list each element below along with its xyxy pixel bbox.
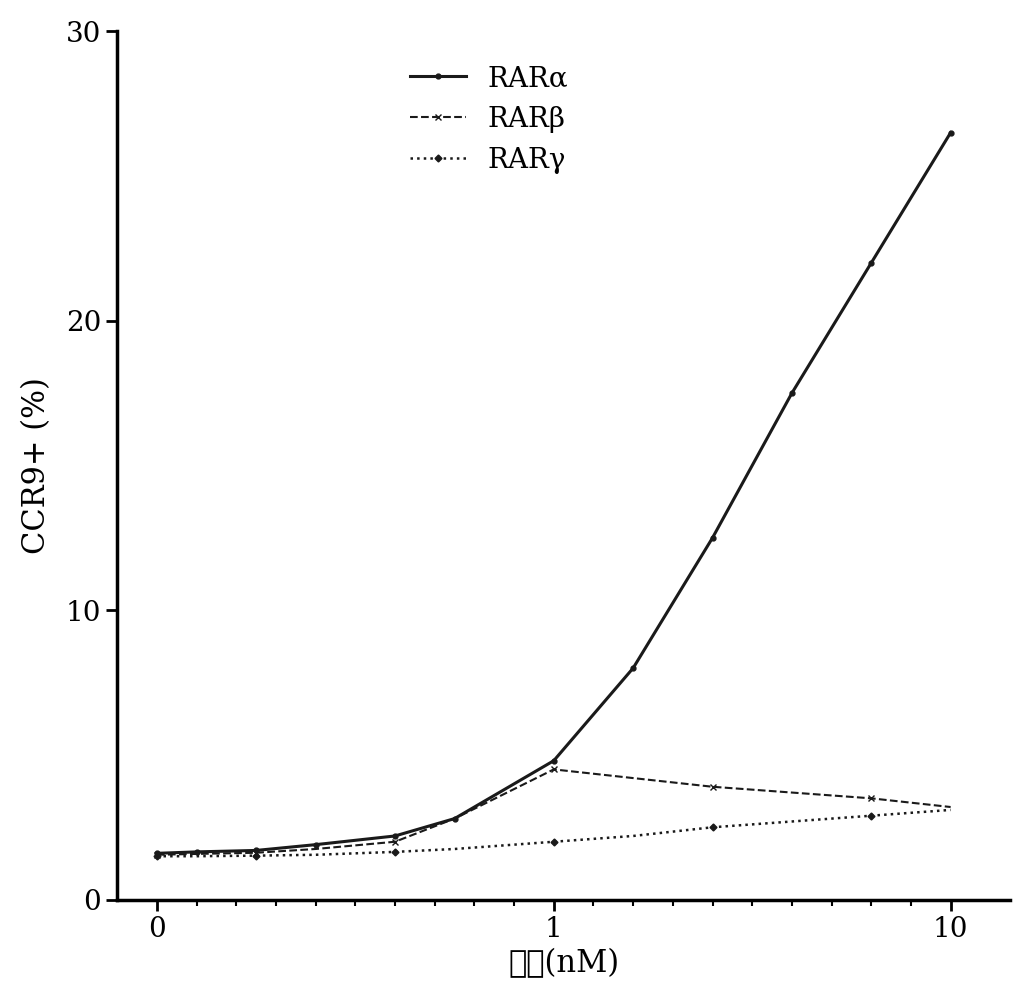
RARγ [250,850,262,862]
RARβ [151,849,163,861]
RARα [151,847,163,859]
RARγ [865,810,877,822]
RARα [627,662,639,674]
RARγ [191,850,203,862]
Y-axis label: CCR9+ (%): CCR9+ (%) [21,377,52,554]
RARγ [786,815,798,827]
Line: RARγ: RARγ [155,807,953,859]
RARβ [944,801,957,813]
RARβ [706,781,719,793]
RARβ [448,813,461,825]
RARγ [944,804,957,816]
RARγ [309,849,322,861]
Line: RARα: RARα [155,130,953,856]
RARα [706,532,719,544]
RARγ [627,830,639,842]
RARα [448,813,461,825]
RARα [944,127,957,139]
RARβ [389,836,401,848]
RARβ [250,847,262,859]
RARα [250,844,262,856]
RARβ [786,787,798,799]
RARβ [309,843,322,855]
RARβ [865,792,877,804]
Legend: RARα, RARβ, RARγ: RARα, RARβ, RARγ [399,54,579,185]
RARβ [627,772,639,784]
RARα [865,257,877,269]
RARα [309,839,322,851]
RARα [786,387,798,399]
RARβ [191,848,203,860]
RARβ [547,763,560,775]
RARγ [547,836,560,848]
RARγ [448,843,461,855]
RARα [389,830,401,842]
Line: RARβ: RARβ [154,767,954,858]
RARγ [389,846,401,858]
RARγ [706,821,719,833]
RARα [191,846,203,858]
RARα [547,755,560,767]
X-axis label: 浓度(nM): 浓度(nM) [508,948,620,979]
RARγ [151,850,163,862]
